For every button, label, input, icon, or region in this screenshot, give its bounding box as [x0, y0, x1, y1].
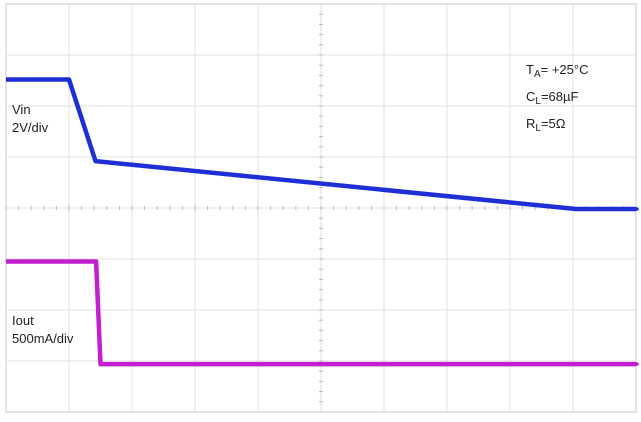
iout-channel-label: Iout [12, 313, 34, 328]
grid [5, 3, 637, 413]
ta-symbol: T [526, 62, 534, 77]
cl-subscript: L [535, 96, 541, 107]
vin-level-marker [635, 207, 639, 211]
rl-subscript: L [535, 123, 541, 134]
load-capacitance-annotation: CL=68µF [526, 89, 578, 107]
load-resistance-annotation: RL=5Ω [526, 116, 566, 134]
iout-level-marker [635, 362, 639, 366]
cl-value: =68µF [540, 89, 579, 104]
iout-trace [6, 259, 636, 367]
cl-symbol: C [526, 89, 536, 104]
traces [6, 77, 639, 367]
rl-symbol: R [526, 116, 536, 131]
rl-value: =5Ω [540, 116, 566, 131]
iout-scale-label: 500mA/div [12, 331, 74, 346]
vin-trace [6, 77, 636, 212]
ta-value: = +25°C [540, 62, 589, 77]
ambient-temperature-annotation: TA= +25°C [526, 62, 588, 80]
vin-scale-label: 2V/div [12, 120, 49, 135]
vin-channel-label: Vin [12, 102, 31, 117]
ta-subscript: A [533, 69, 541, 80]
